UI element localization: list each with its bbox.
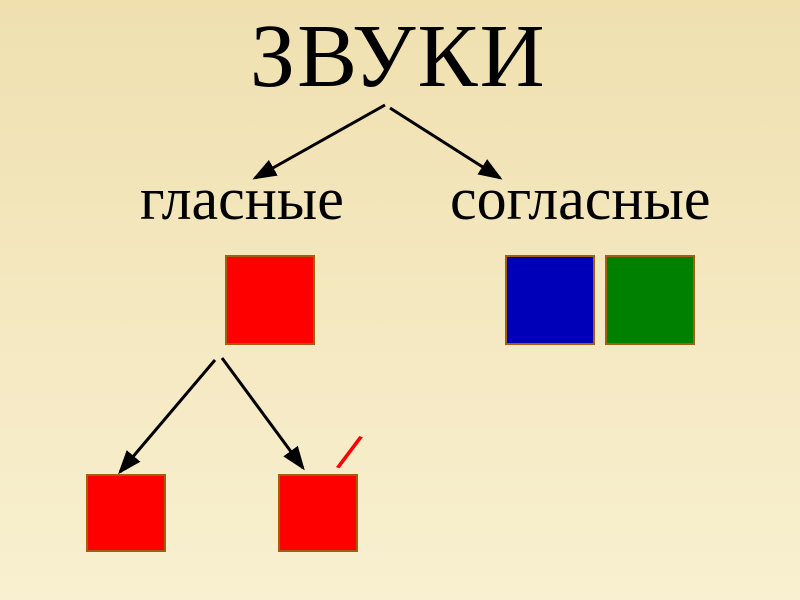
- vowel-main-box: [225, 255, 315, 345]
- stress-mark: /: [333, 419, 367, 484]
- consonant-blue-box: [505, 255, 595, 345]
- consonants-label: согласные: [450, 165, 710, 234]
- vowel-left-box: [86, 474, 166, 552]
- arrow-line-br: [222, 358, 303, 468]
- vowel-right-box: [278, 474, 358, 552]
- arrow-line-bl: [120, 360, 215, 472]
- consonant-green-box: [605, 255, 695, 345]
- vowels-label: гласные: [140, 165, 344, 234]
- diagram-title: ЗВУКИ: [250, 5, 547, 108]
